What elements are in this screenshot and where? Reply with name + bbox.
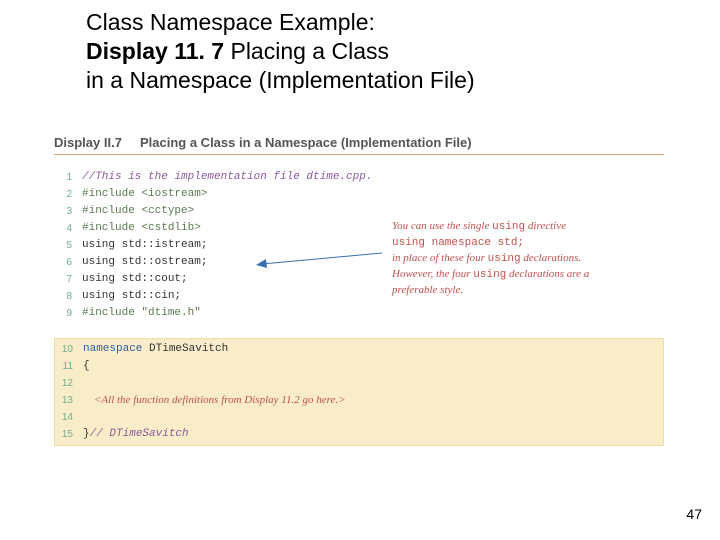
- display-header: Display II.7 Placing a Class in a Namesp…: [54, 135, 664, 155]
- code-text: namespace DTimeSavitch: [83, 341, 228, 358]
- annotation-callout: You can use the single using directive u…: [392, 219, 652, 298]
- annotation-line3: in place of these four using declaration…: [392, 251, 652, 267]
- title-line2-bold: Display 11. 7: [86, 38, 224, 64]
- code-text: #include "dtime.h": [82, 305, 201, 322]
- slide-title: Class Namespace Example: Display 11. 7 P…: [86, 8, 475, 94]
- annotation-line1: You can use the single using directive: [392, 219, 652, 235]
- line-number: 2: [54, 186, 82, 203]
- code-line: 1//This is the implementation file dtime…: [54, 169, 664, 186]
- code-line: 15}// DTimeSavitch: [55, 426, 663, 443]
- line-number: 13: [55, 392, 83, 409]
- line-number: 6: [54, 254, 82, 271]
- line-number: 12: [55, 375, 83, 392]
- title-line1: Class Namespace Example:: [86, 8, 475, 37]
- code-text: using std::cin;: [82, 288, 181, 305]
- line-number: 4: [54, 220, 82, 237]
- namespace-box: 10namespace DTimeSavitch11{1213 <All the…: [54, 338, 664, 446]
- code-text: using std::istream;: [82, 237, 207, 254]
- code-line: 14: [55, 409, 663, 426]
- title-line3: in a Namespace (Implementation File): [86, 66, 475, 95]
- code-line: 11{: [55, 358, 663, 375]
- line-number: 3: [54, 203, 82, 220]
- line-number: 7: [54, 271, 82, 288]
- code-text: {: [83, 358, 90, 375]
- annotation-line2: using namespace std;: [392, 235, 652, 251]
- title-line2-rest: Placing a Class: [224, 38, 389, 64]
- code-text: }// DTimeSavitch: [83, 426, 189, 443]
- code-text: <All the function definitions from Displ…: [83, 392, 346, 409]
- code-line: 9#include "dtime.h": [54, 305, 664, 322]
- code-line: 13 <All the function definitions from Di…: [55, 392, 663, 409]
- code-text: using std::ostream;: [82, 254, 207, 271]
- code-line: 2#include <iostream>: [54, 186, 664, 203]
- line-number: 15: [55, 426, 83, 443]
- code-line: 10namespace DTimeSavitch: [55, 341, 663, 358]
- line-number: 10: [55, 341, 83, 358]
- code-text: #include <iostream>: [82, 186, 207, 203]
- code-text: #include <cstdlib>: [82, 220, 201, 237]
- code-line: 3#include <cctype>: [54, 203, 664, 220]
- display-number: Display II.7: [54, 135, 122, 150]
- code-text: #include <cctype>: [82, 203, 194, 220]
- line-number: 9: [54, 305, 82, 322]
- content-area: Display II.7 Placing a Class in a Namesp…: [54, 135, 664, 446]
- code-text: using std::cout;: [82, 271, 188, 288]
- annotation-line5: preferable style.: [392, 283, 652, 298]
- code-text: //This is the implementation file dtime.…: [82, 169, 372, 186]
- display-title: Placing a Class in a Namespace (Implemen…: [140, 135, 472, 150]
- page-number: 47: [686, 506, 702, 522]
- line-number: 14: [55, 409, 83, 426]
- title-line2: Display 11. 7 Placing a Class: [86, 37, 475, 66]
- line-number: 5: [54, 237, 82, 254]
- line-number: 1: [54, 169, 82, 186]
- annotation-line4: However, the four using declarations are…: [392, 267, 652, 283]
- code-listing: 1//This is the implementation file dtime…: [54, 169, 664, 446]
- line-number: 11: [55, 358, 83, 375]
- line-number: 8: [54, 288, 82, 305]
- code-line: 12: [55, 375, 663, 392]
